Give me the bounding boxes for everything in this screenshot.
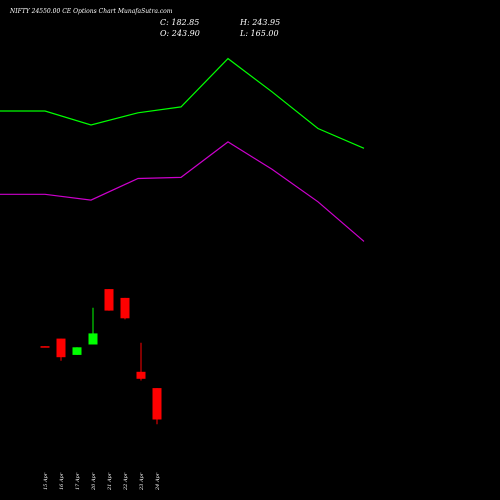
candle-body [104, 289, 114, 311]
candle-body [136, 371, 146, 379]
candle-body [152, 388, 162, 420]
x-tick-label: 15 Apr [43, 472, 49, 490]
candle-body [56, 338, 66, 358]
x-tick-label: 21 Apr [107, 472, 113, 491]
candle-15-apr [40, 346, 50, 348]
x-tick-label: 23 Apr [139, 472, 145, 491]
candle-body [88, 333, 98, 345]
candle-24-apr [152, 388, 162, 425]
low-readout: L: 165.00 [240, 29, 279, 38]
x-tick-label: 24 Apr [155, 472, 161, 491]
high-readout: H: 243.95 [240, 18, 281, 27]
x-tick-label: 16 Apr [59, 472, 65, 490]
x-tick-label: 17 Apr [75, 472, 81, 490]
x-tick-label: 20 Apr [91, 472, 97, 491]
candle-body [72, 347, 82, 355]
candle-body [120, 297, 130, 319]
open-readout: O: 243.90 [160, 29, 200, 38]
candle-21-apr [104, 289, 114, 311]
x-tick-label: 22 Apr [123, 472, 129, 491]
candle-body [40, 346, 50, 348]
candle-16-apr [56, 338, 66, 361]
candle-17-apr [72, 347, 82, 355]
candle-20-apr [88, 307, 98, 345]
upper-band-line [0, 57, 365, 149]
close-readout: C: 182.85 [160, 18, 200, 27]
lower-band-line [0, 141, 365, 242]
candle-23-apr [136, 342, 146, 381]
chart-title: NIFTY 24550.00 CE Options Chart MunafaSu… [10, 8, 173, 15]
candle-22-apr [120, 297, 130, 320]
